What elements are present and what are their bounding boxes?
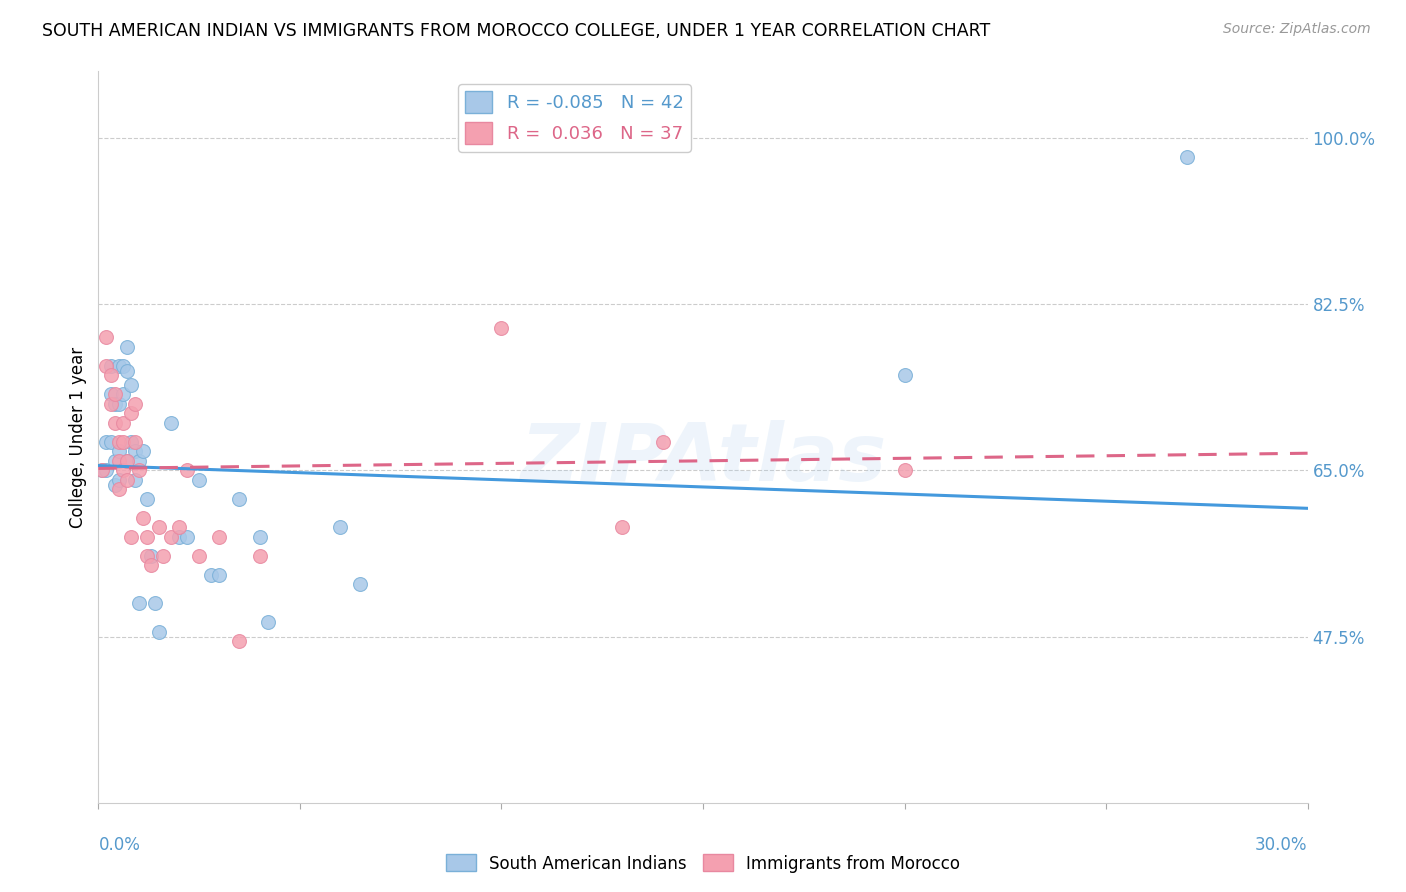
Point [120,377,142,392]
Point [139,558,162,573]
Point [100,397,122,411]
Point [107,483,129,497]
Point [115,340,138,354]
Point [148,520,170,534]
Point [103,454,125,468]
Point [115,473,138,487]
Point [135,549,157,563]
Point [107,473,129,487]
Point [100,387,122,401]
Point [107,444,129,458]
Point [96,359,118,373]
Point [96,330,118,344]
Text: SOUTH AMERICAN INDIAN VS IMMIGRANTS FROM MOROCCO COLLEGE, UNDER 1 YEAR CORRELATI: SOUTH AMERICAN INDIAN VS IMMIGRANTS FROM… [42,22,990,40]
Point [100,434,122,449]
Point [188,549,211,563]
Point [96,463,118,477]
Text: Source: ZipAtlas.com: Source: ZipAtlas.com [1223,22,1371,37]
Point [612,520,634,534]
Point [100,368,122,383]
Point [139,549,162,563]
Point [111,416,134,430]
Point [120,434,142,449]
Point [120,406,142,420]
Text: 30.0%: 30.0% [1256,836,1308,854]
Point [107,434,129,449]
Point [208,567,231,582]
Point [128,454,150,468]
Point [256,615,278,630]
Point [200,567,222,582]
Point [491,321,513,335]
Point [107,397,129,411]
Point [100,359,122,373]
Point [208,530,231,544]
Y-axis label: College, Under 1 year: College, Under 1 year [69,346,87,528]
Point [107,359,129,373]
Point [176,463,198,477]
Point [893,368,915,383]
Point [132,444,155,458]
Point [111,434,134,449]
Point [135,491,157,506]
Point [103,477,125,491]
Point [176,530,198,544]
Point [167,520,190,534]
Point [115,454,138,468]
Point [228,491,250,506]
Legend: South American Indians, Immigrants from Morocco: South American Indians, Immigrants from … [439,847,967,880]
Point [91,463,114,477]
Point [135,530,157,544]
Legend: R = -0.085   N = 42, R =  0.036   N = 37: R = -0.085 N = 42, R = 0.036 N = 37 [458,84,690,152]
Point [120,530,142,544]
Point [124,473,146,487]
Point [143,596,166,610]
Point [103,416,125,430]
Point [329,520,352,534]
Point [228,634,250,648]
Point [132,511,155,525]
Point [107,454,129,468]
Text: ZIPAtlas: ZIPAtlas [520,420,886,498]
Point [152,549,174,563]
Point [111,359,134,373]
Point [249,549,271,563]
Point [96,434,118,449]
Point [124,434,146,449]
Point [349,577,371,591]
Point [91,463,114,477]
Point [103,387,125,401]
Point [160,530,183,544]
Point [124,444,146,458]
Point [893,463,915,477]
Point [115,454,138,468]
Point [160,416,183,430]
Point [249,530,271,544]
Point [188,473,211,487]
Text: 0.0%: 0.0% [98,836,141,854]
Point [115,363,138,377]
Point [651,434,673,449]
Point [128,463,150,477]
Point [128,596,150,610]
Point [167,530,190,544]
Point [103,397,125,411]
Point [124,397,146,411]
Point [1175,150,1198,164]
Point [111,387,134,401]
Point [148,624,170,639]
Point [111,463,134,477]
